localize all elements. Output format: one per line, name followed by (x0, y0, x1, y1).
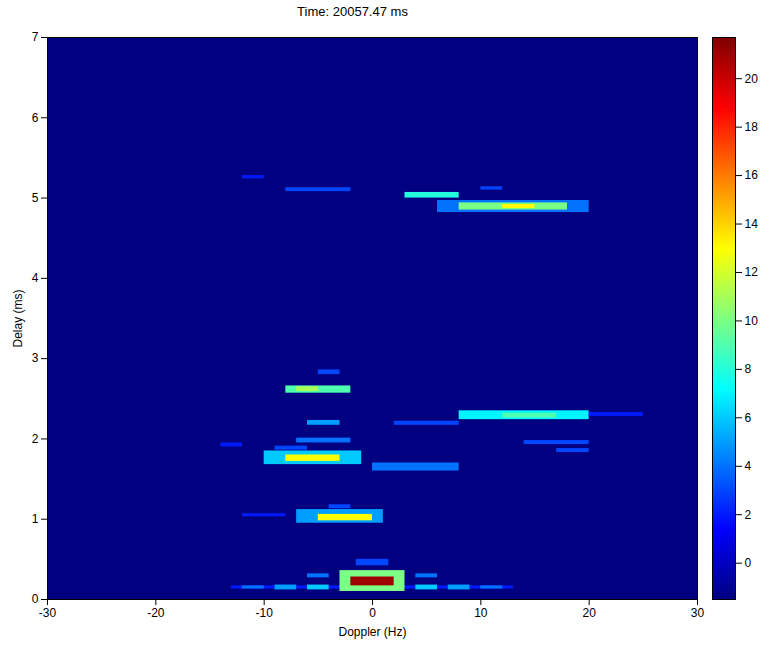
svg-text:18: 18 (745, 120, 759, 134)
svg-text:4: 4 (32, 271, 39, 285)
svg-text:4: 4 (745, 459, 752, 473)
svg-text:0: 0 (369, 606, 376, 620)
svg-text:3: 3 (32, 351, 39, 365)
svg-text:-20: -20 (147, 606, 165, 620)
svg-text:10: 10 (745, 314, 759, 328)
svg-text:Doppler (Hz): Doppler (Hz) (338, 625, 406, 639)
svg-text:1: 1 (32, 512, 39, 526)
svg-text:14: 14 (745, 217, 759, 231)
svg-text:2: 2 (745, 508, 752, 522)
svg-text:8: 8 (745, 362, 752, 376)
svg-text:20: 20 (582, 606, 596, 620)
svg-text:-10: -10 (255, 606, 273, 620)
svg-text:5: 5 (32, 191, 39, 205)
svg-text:0: 0 (745, 556, 752, 570)
html-text:Time: 20057.47 ms: Time: 20057.47 ms (297, 4, 408, 19)
svg-text:30: 30 (691, 606, 705, 620)
svg-text:20: 20 (745, 72, 759, 86)
svg-text:16: 16 (745, 168, 759, 182)
svg-text:6: 6 (745, 411, 752, 425)
svg-text:-30: -30 (39, 606, 57, 620)
svg-text:10: 10 (474, 606, 488, 620)
svg-text:7: 7 (32, 30, 39, 44)
svg-text:6: 6 (32, 111, 39, 125)
svg-text:Delay (ms): Delay (ms) (11, 289, 25, 347)
svg-text:0: 0 (32, 592, 39, 606)
svg-text:2: 2 (32, 432, 39, 446)
svg-text:12: 12 (745, 265, 759, 279)
